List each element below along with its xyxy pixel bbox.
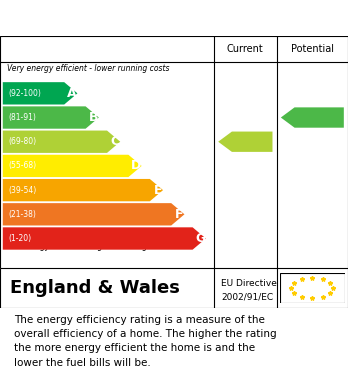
Text: D: D [131,160,142,172]
Text: (55-68): (55-68) [9,161,37,170]
Text: (21-38): (21-38) [9,210,37,219]
Text: (1-20): (1-20) [9,234,32,243]
Polygon shape [3,155,142,177]
Text: A: A [67,87,77,100]
Polygon shape [3,227,206,250]
Text: (92-100): (92-100) [9,89,41,98]
Text: C: C [110,135,119,148]
Text: 2002/91/EC: 2002/91/EC [221,292,273,301]
Polygon shape [3,82,77,104]
Polygon shape [3,203,184,226]
Text: Current: Current [227,44,264,54]
Polygon shape [218,131,272,152]
Text: The energy efficiency rating is a measure of the
overall efficiency of a home. T: The energy efficiency rating is a measur… [14,315,277,368]
Polygon shape [3,131,120,153]
Text: E: E [153,184,162,197]
Text: (39-54): (39-54) [9,186,37,195]
Text: Very energy efficient - lower running costs: Very energy efficient - lower running co… [7,64,169,73]
Text: EU Directive: EU Directive [221,279,277,288]
Text: (81-91): (81-91) [9,113,37,122]
Text: F: F [175,208,183,221]
Polygon shape [3,106,99,129]
Text: 82: 82 [309,111,329,124]
Polygon shape [281,108,344,128]
Text: (69-80): (69-80) [9,137,37,146]
Polygon shape [3,179,163,201]
Text: G: G [196,232,206,245]
Text: Energy Efficiency Rating: Energy Efficiency Rating [10,11,220,25]
Text: Potential: Potential [291,44,334,54]
Text: England & Wales: England & Wales [10,279,180,297]
Text: B: B [89,111,98,124]
Text: Not energy efficient - higher running costs: Not energy efficient - higher running co… [7,242,169,251]
Text: 73: 73 [243,135,262,149]
